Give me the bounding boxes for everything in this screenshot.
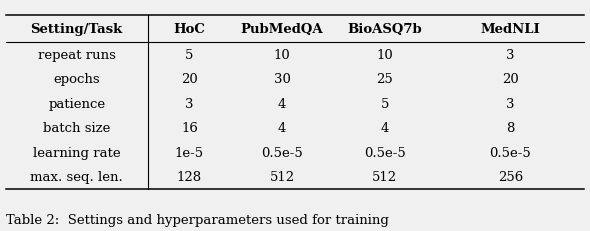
Text: 0.5e-5: 0.5e-5 xyxy=(490,146,531,159)
Text: 256: 256 xyxy=(498,171,523,184)
Text: 0.5e-5: 0.5e-5 xyxy=(364,146,405,159)
Text: patience: patience xyxy=(48,97,105,110)
Text: repeat runs: repeat runs xyxy=(38,49,116,62)
Text: 128: 128 xyxy=(177,171,202,184)
Text: 20: 20 xyxy=(181,73,198,86)
Text: 5: 5 xyxy=(381,97,389,110)
Text: 1e-5: 1e-5 xyxy=(175,146,204,159)
Text: MedNLI: MedNLI xyxy=(480,23,540,36)
Text: 8: 8 xyxy=(506,122,514,135)
Text: 10: 10 xyxy=(376,49,393,62)
Text: 10: 10 xyxy=(274,49,290,62)
Text: Table 2:  Settings and hyperparameters used for training: Table 2: Settings and hyperparameters us… xyxy=(6,213,389,226)
Text: 512: 512 xyxy=(372,171,397,184)
Text: 0.5e-5: 0.5e-5 xyxy=(261,146,303,159)
Text: 5: 5 xyxy=(185,49,194,62)
Text: HoC: HoC xyxy=(173,23,205,36)
Text: 16: 16 xyxy=(181,122,198,135)
Text: 4: 4 xyxy=(278,122,286,135)
Text: PubMedQA: PubMedQA xyxy=(241,23,323,36)
Text: 20: 20 xyxy=(502,73,519,86)
Text: 4: 4 xyxy=(278,97,286,110)
Text: 3: 3 xyxy=(506,49,514,62)
Text: 3: 3 xyxy=(185,97,194,110)
Text: 3: 3 xyxy=(506,97,514,110)
Text: 30: 30 xyxy=(274,73,290,86)
Text: max. seq. len.: max. seq. len. xyxy=(30,171,123,184)
Text: BioASQ7b: BioASQ7b xyxy=(348,23,422,36)
Text: 512: 512 xyxy=(270,171,294,184)
Text: 25: 25 xyxy=(376,73,393,86)
Text: batch size: batch size xyxy=(43,122,110,135)
Text: epochs: epochs xyxy=(54,73,100,86)
Text: learning rate: learning rate xyxy=(33,146,120,159)
Text: 4: 4 xyxy=(381,122,389,135)
Text: Setting/Task: Setting/Task xyxy=(31,23,123,36)
